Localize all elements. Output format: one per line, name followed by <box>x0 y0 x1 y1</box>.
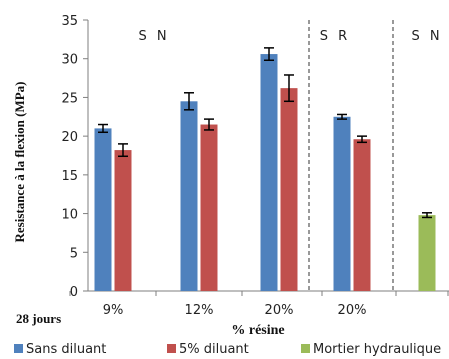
bar <box>180 101 198 291</box>
legend: Sans diluant 5% diluant Mortier hydrauliqu… <box>14 342 441 357</box>
y-axis-label: Resistance à la flexion (MPa) <box>12 81 27 242</box>
legend-swatch <box>167 344 176 353</box>
bar <box>418 215 436 291</box>
bars <box>94 47 436 292</box>
group-label-sn-1: S N <box>138 29 169 44</box>
bar <box>333 116 351 292</box>
y-tick-label: 20 <box>61 130 78 145</box>
x-tick-label: 12% <box>185 303 214 318</box>
y-tick-label: 25 <box>61 91 78 106</box>
bar <box>260 54 278 291</box>
x-axis-label: % résine <box>231 323 284 338</box>
x-tick-label: 9% <box>103 303 124 318</box>
legend-swatch <box>14 344 23 353</box>
bar <box>280 88 298 291</box>
legend-label: 5% diluant <box>179 342 249 357</box>
bar <box>94 128 112 291</box>
age-note: 28 jours <box>16 311 61 326</box>
group-label-sr: S R <box>320 29 350 44</box>
axes: 0 5 10 15 20 25 30 35 9% 12% 20% 20% <box>61 14 449 318</box>
legend-swatch <box>301 344 310 353</box>
bar <box>200 124 218 292</box>
y-tick-label: 5 <box>70 246 78 261</box>
x-tick-label: 20% <box>265 303 294 318</box>
y-tick-label: 10 <box>61 208 78 223</box>
group-label-sn-2: S N <box>411 29 442 44</box>
bar <box>114 150 132 291</box>
x-tick-label: 20% <box>338 303 367 318</box>
y-tick-label: 15 <box>61 169 78 184</box>
y-tick-label: 0 <box>70 285 78 300</box>
legend-label: Sans diluant <box>26 342 106 357</box>
bar <box>353 139 371 291</box>
y-tick-label: 30 <box>61 53 78 68</box>
legend-label: Mortier hydraulique <box>313 342 441 357</box>
y-tick-label: 35 <box>61 14 78 29</box>
